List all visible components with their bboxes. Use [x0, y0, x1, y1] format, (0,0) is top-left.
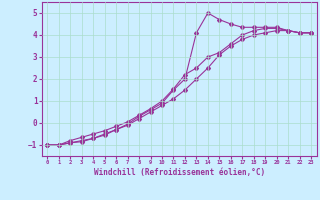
X-axis label: Windchill (Refroidissement éolien,°C): Windchill (Refroidissement éolien,°C): [94, 168, 265, 177]
